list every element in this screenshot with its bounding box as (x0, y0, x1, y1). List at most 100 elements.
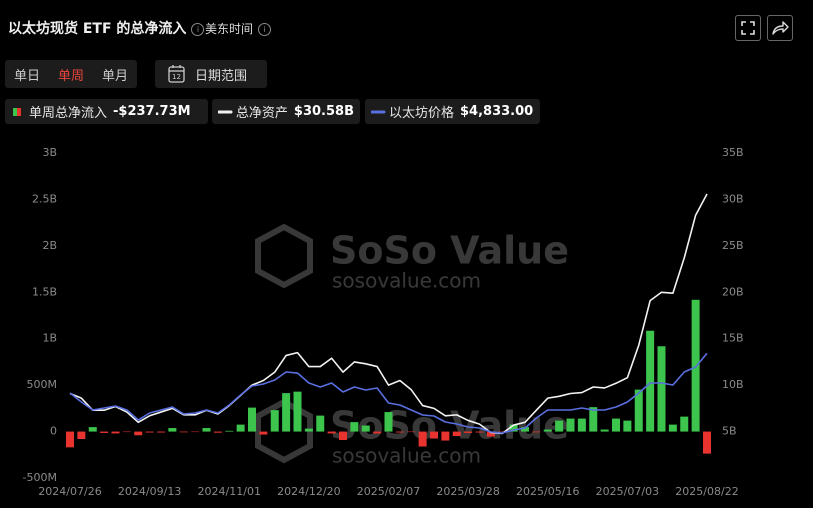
bar (589, 407, 598, 432)
y-tick-label: 1B (42, 332, 57, 345)
calendar-day: 12 (172, 73, 181, 81)
bar (304, 428, 313, 432)
timezone-text: 美东时间 (205, 22, 254, 36)
legend-value: -$237.73M (113, 104, 191, 119)
bar (691, 299, 700, 432)
watermark-brand: SoSo Value (330, 229, 569, 273)
bar (486, 431, 495, 437)
x-tick-label: 2024/12/20 (277, 485, 340, 498)
bar (293, 391, 302, 432)
bar (122, 431, 131, 433)
bar (395, 431, 404, 433)
info-icon[interactable]: i (258, 23, 272, 36)
y2-tick-label: 5B (722, 425, 737, 438)
bar (600, 429, 609, 432)
bar (430, 431, 438, 439)
y-tick-label: 2B (42, 239, 57, 252)
legend-label: 总净资产 (235, 106, 288, 121)
tab[interactable]: 单月 (101, 68, 128, 84)
watermark-brand: SoSo Value (330, 404, 569, 448)
bar (282, 393, 291, 432)
bar (236, 424, 245, 432)
bar (509, 424, 518, 432)
y2-tick-label: 35B (722, 146, 744, 159)
x-tick-label: 2024/07/26 (38, 485, 101, 498)
bar (77, 431, 86, 439)
bar (577, 418, 586, 432)
bar (191, 431, 200, 433)
legend-item[interactable]: 以太坊价格 $4,833.00 (365, 99, 540, 124)
y2-tick-label: 30B (722, 192, 744, 205)
bar (418, 431, 427, 447)
timezone: 美东时间 i (205, 20, 272, 37)
bar (703, 431, 711, 454)
bar (521, 427, 529, 432)
bar (134, 431, 143, 436)
date-range-button[interactable]: 12 日期范围 (155, 60, 267, 88)
x-tick-label: 2025/05/16 (516, 485, 579, 498)
bar (168, 428, 177, 432)
bar (202, 428, 211, 432)
watermark-url: sosovalue.com (332, 269, 481, 293)
y-tick-label: 0 (50, 425, 57, 438)
x-tick-label: 2025/03/28 (436, 485, 499, 498)
bar (88, 427, 97, 432)
x-tick-label: 2024/09/13 (118, 485, 181, 498)
x-tick-label: 2024/11/01 (198, 485, 261, 498)
bar (532, 431, 541, 433)
bar (145, 431, 154, 433)
bar (452, 431, 461, 437)
bar (213, 431, 222, 433)
y-tick-label: 500M (27, 378, 58, 391)
bar (464, 431, 473, 433)
y-tick-label: -500M (23, 471, 57, 484)
x-tick-label: 2025/08/22 (675, 485, 738, 498)
bar (225, 430, 234, 432)
fullscreen-icon (741, 21, 755, 35)
x-tick-label: 2025/07/03 (596, 485, 659, 498)
bar (350, 422, 359, 432)
bar (259, 431, 268, 435)
bar (339, 431, 347, 441)
info-icon[interactable]: i (191, 22, 205, 36)
bar (657, 346, 666, 432)
tab[interactable]: 单日 (13, 68, 40, 84)
bar (157, 431, 165, 433)
y2-tick-label: 10B (722, 378, 744, 391)
bar (327, 431, 336, 434)
bar (441, 431, 450, 441)
line (69, 352, 708, 434)
legend-item[interactable]: 单周总净流入 -$237.73M (5, 99, 208, 124)
bar (668, 424, 677, 432)
share-icon (772, 21, 789, 35)
legend-item[interactable]: 总净资产 $30.58B (212, 99, 360, 124)
legend-label: 以太坊价格 (389, 106, 455, 121)
period-tabs: 单日 单周 单月 (5, 60, 137, 88)
bar (612, 418, 620, 432)
legend-value: $30.58B (293, 104, 354, 119)
bar (179, 431, 188, 433)
bar (555, 420, 564, 432)
y-tick-label: 2.5B (32, 192, 57, 205)
bar (646, 330, 655, 432)
title-text: 以太坊现货 ETF 的总净流入 (8, 21, 187, 37)
bar (316, 415, 325, 432)
bar (407, 431, 416, 433)
bar (270, 410, 279, 432)
share-button[interactable] (767, 15, 793, 41)
fullscreen-button[interactable] (735, 15, 761, 41)
bar (373, 431, 382, 434)
legend-value: $4,833.00 (460, 104, 534, 119)
bar (66, 431, 74, 448)
tab[interactable]: 单周 (57, 68, 84, 84)
bar (384, 412, 393, 432)
bar (498, 431, 507, 433)
bar (623, 420, 632, 432)
legend-marker (371, 110, 386, 113)
date-range-label: 日期范围 (195, 68, 248, 84)
line (69, 193, 708, 435)
y-tick-label: 1.5B (32, 285, 57, 298)
bar (475, 431, 484, 433)
